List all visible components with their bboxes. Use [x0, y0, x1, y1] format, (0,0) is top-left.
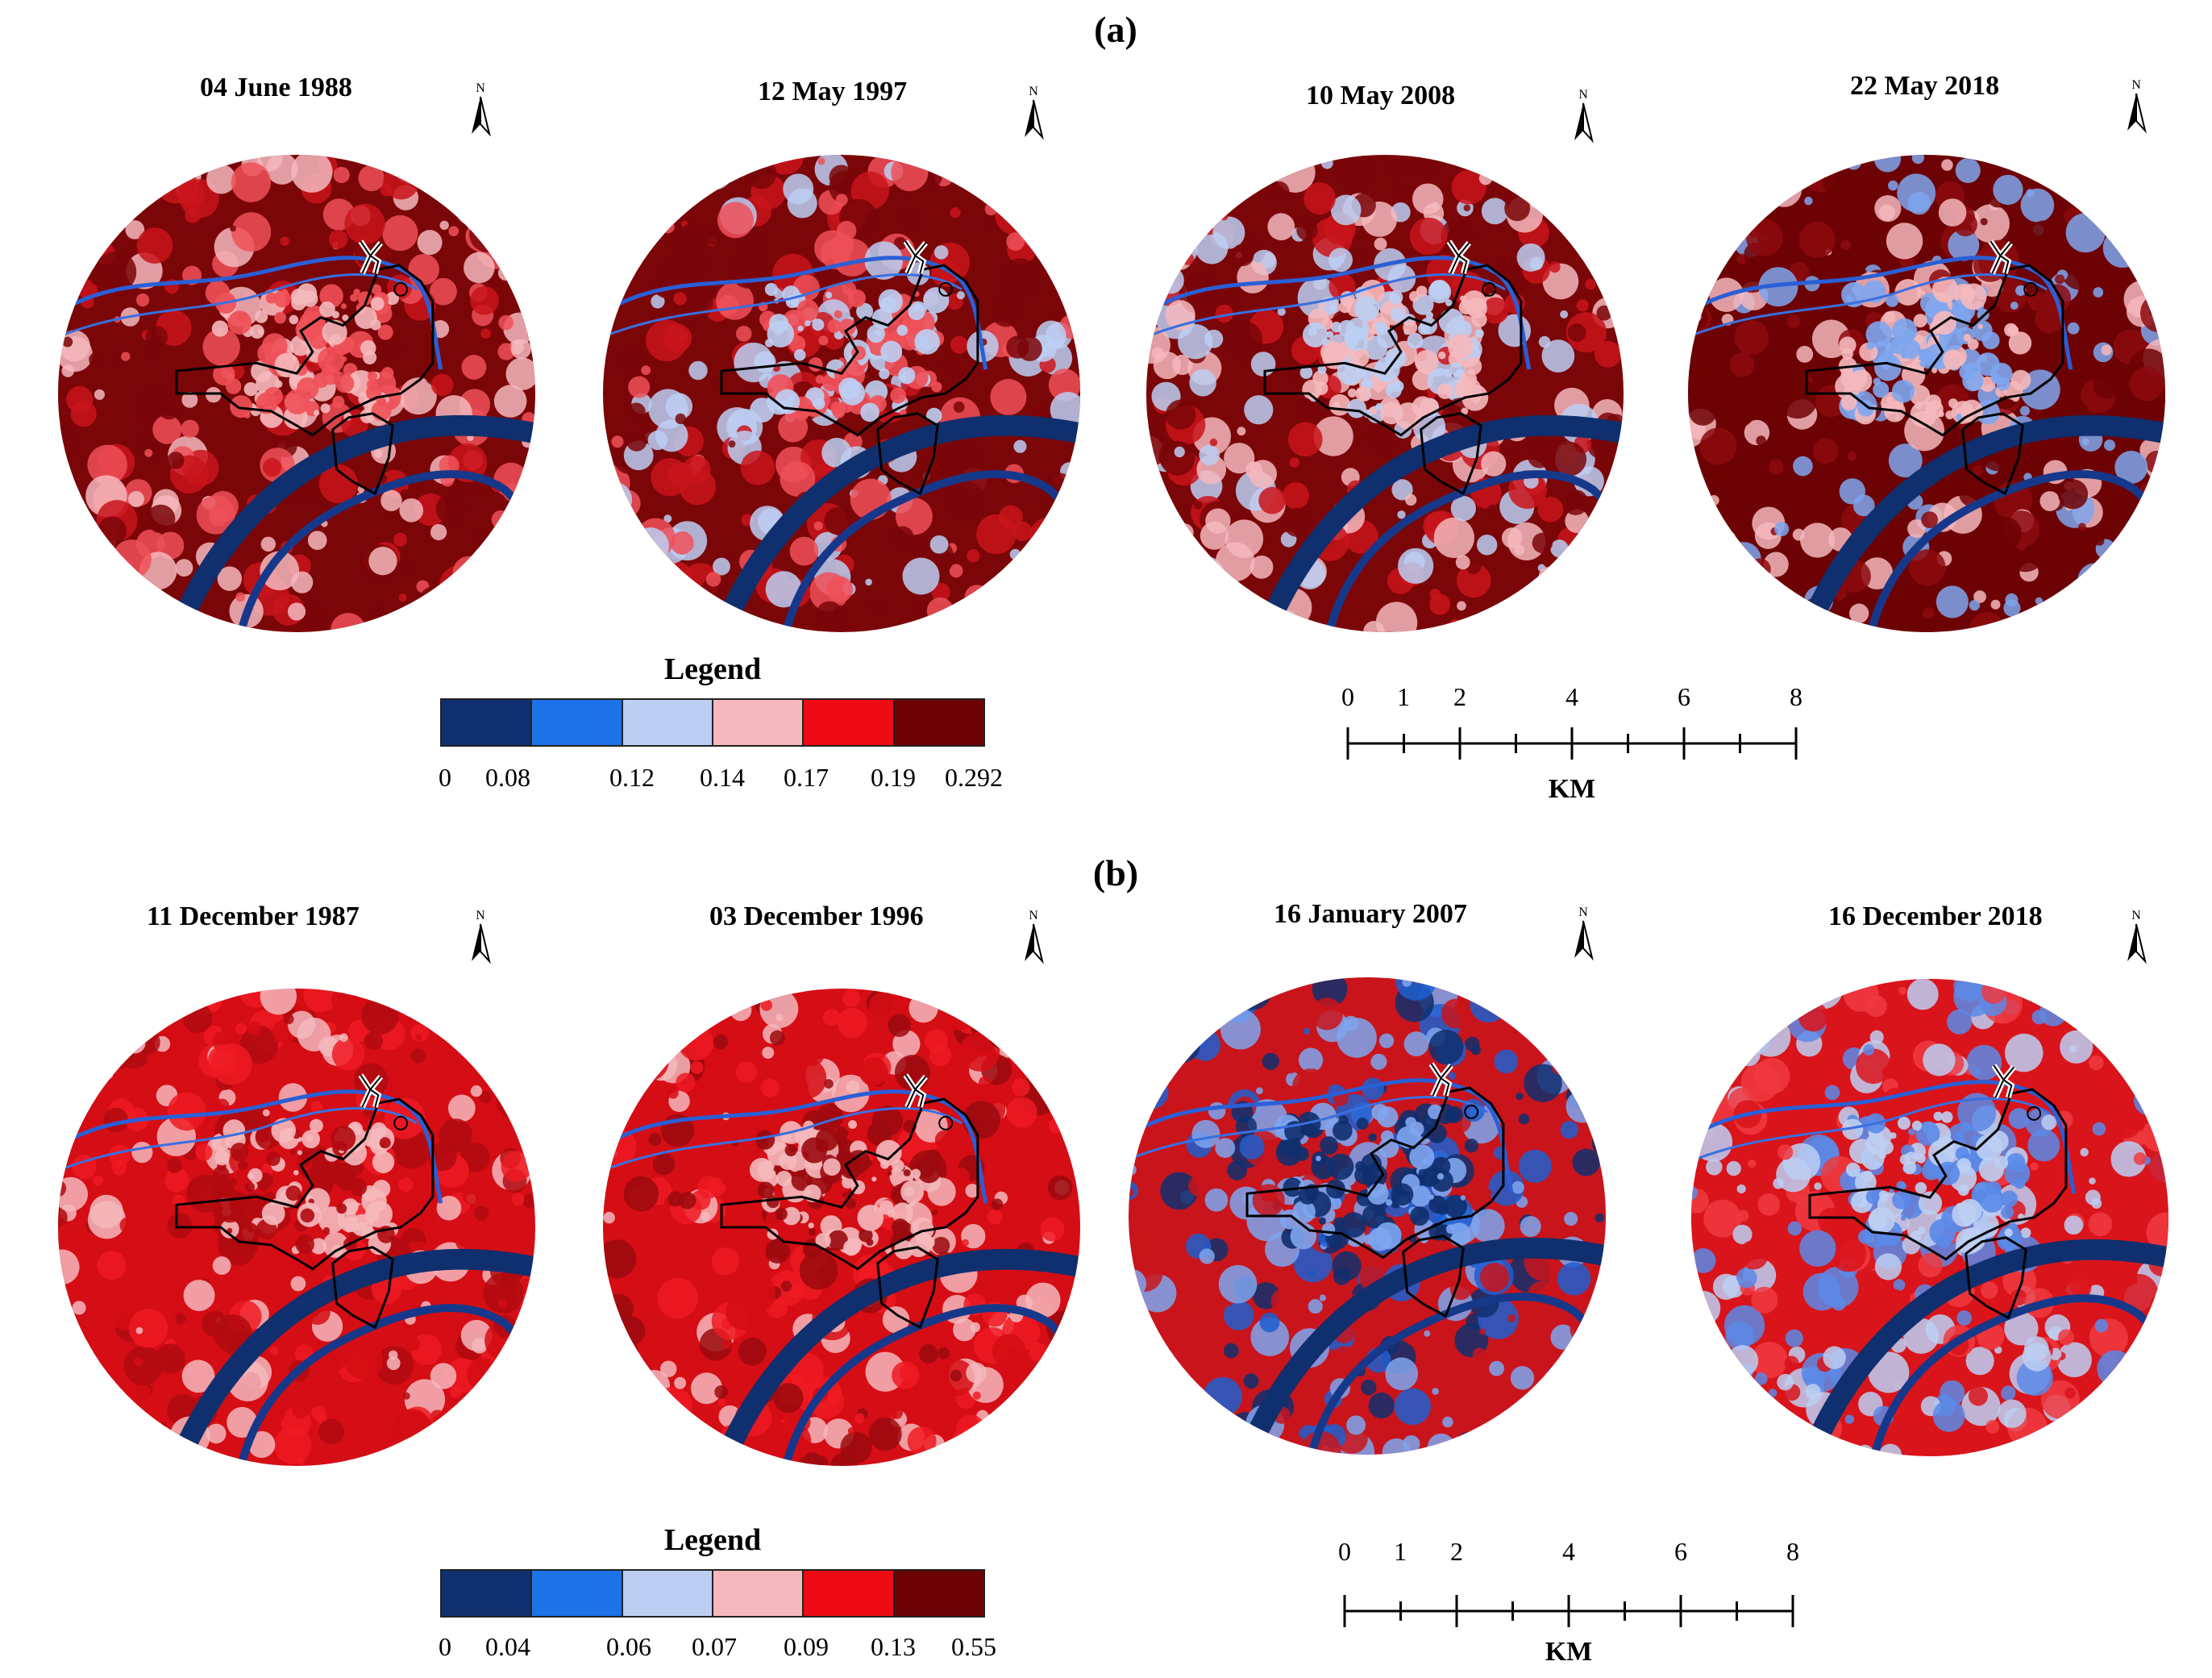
map-title-b2: 03 December 1996 — [709, 901, 924, 931]
legend-tick: 0.12 — [609, 763, 655, 792]
legend-swatch — [713, 700, 805, 745]
legend-tick: 0.04 — [485, 1632, 530, 1661]
scale-label: 8 — [1790, 682, 1802, 711]
map-raster — [57, 988, 536, 1467]
north-arrow-glyph: N — [1025, 85, 1044, 140]
legend-tick: 0.07 — [692, 1632, 737, 1661]
map-title-a2: 12 May 1997 — [758, 77, 908, 106]
ndvi-map-2018-may — [1686, 153, 2167, 634]
legend-swatch — [622, 1571, 713, 1616]
legend-title-b: Legend — [663, 1523, 762, 1557]
north-arrow-icon: N — [1017, 905, 1050, 969]
legend-tick: 0.55 — [951, 1632, 996, 1661]
map-raster — [1687, 154, 2166, 633]
scale-bar-a — [1338, 677, 1822, 806]
scale-label: 4 — [1562, 1537, 1575, 1566]
legend-swatch — [804, 700, 895, 745]
scale-bar-b — [1335, 1545, 1819, 1674]
scale-unit: KM — [1545, 1637, 1593, 1667]
legend-tick: 0.13 — [871, 1632, 916, 1661]
north-label: N — [476, 909, 485, 922]
legend-swatch — [532, 1571, 623, 1616]
north-arrow-icon: N — [464, 77, 497, 142]
scale-label: 6 — [1678, 682, 1690, 711]
north-arrow-icon: N — [464, 905, 497, 969]
map-raster — [1128, 976, 1607, 1455]
north-arrow-icon: N — [2120, 905, 2152, 969]
scale-label: 0 — [1338, 1537, 1351, 1566]
scale-label: 2 — [1453, 682, 1466, 711]
north-arrow-glyph: N — [2127, 78, 2147, 134]
north-arrow-glyph: N — [1574, 88, 1594, 144]
north-label: N — [476, 81, 485, 95]
north-label: N — [1029, 909, 1038, 922]
scale-label: 0 — [1341, 682, 1354, 711]
map-raster — [1146, 154, 1624, 633]
scale-label: 4 — [1565, 682, 1578, 711]
panel-b-label: (b) — [1092, 852, 1139, 893]
map-title-a3: 10 May 2008 — [1306, 81, 1456, 110]
legend-swatch — [894, 700, 983, 745]
ndvi-map-2008 — [1145, 153, 1625, 634]
legend-swatch — [442, 700, 533, 745]
legend-swatch — [713, 1571, 805, 1616]
north-arrow-glyph: N — [1025, 909, 1044, 964]
north-label: N — [1029, 85, 1038, 98]
legend-tick: 0.14 — [700, 763, 745, 792]
legend-title-a: Legend — [663, 652, 762, 686]
map-title-b1: 11 December 1987 — [147, 901, 360, 931]
scale-label: 6 — [1674, 1537, 1687, 1566]
scale-label: 1 — [1394, 1537, 1407, 1566]
map-raster — [57, 154, 536, 633]
legend-tick: 0.06 — [606, 1632, 651, 1661]
map-title-a4: 22 May 2018 — [1850, 71, 2000, 101]
north-arrow-glyph: N — [2127, 909, 2147, 964]
lst-map-2007 — [1127, 976, 1607, 1456]
legend-swatch — [894, 1571, 983, 1616]
scale-label: 1 — [1397, 682, 1410, 711]
lst-map-1996 — [601, 987, 1082, 1468]
legend-bar-b — [440, 1569, 985, 1618]
lst-map-2018-dec — [1690, 977, 2170, 1458]
north-label: N — [2131, 78, 2141, 92]
legend-swatch — [622, 700, 713, 745]
ndvi-map-1988 — [56, 153, 537, 634]
panel-a-label: (a) — [1094, 9, 1137, 50]
legend-swatch — [532, 700, 623, 745]
map-raster — [602, 154, 1081, 633]
north-arrow-icon: N — [1567, 901, 1599, 966]
legend-bar-a — [440, 698, 985, 747]
north-arrow-glyph: N — [1574, 906, 1594, 961]
legend-swatch — [442, 1571, 533, 1616]
map-raster — [1690, 978, 2169, 1457]
legend-swatch — [804, 1571, 895, 1616]
legend-tick: 0 — [439, 763, 451, 792]
map-title-b3: 16 January 2007 — [1274, 899, 1467, 929]
north-arrow-icon: N — [1017, 81, 1050, 145]
scale-label: 8 — [1786, 1537, 1799, 1566]
north-arrow-glyph: N — [472, 909, 491, 964]
ndvi-map-1997 — [601, 153, 1082, 634]
legend-tick: 0.19 — [871, 763, 916, 792]
legend-tick: 0.09 — [784, 1632, 829, 1661]
map-raster — [602, 988, 1081, 1467]
legend-tick: 0.292 — [945, 763, 1003, 792]
north-arrow-glyph: N — [472, 81, 491, 137]
legend-tick: 0.08 — [485, 763, 530, 792]
legend-tick: 0 — [439, 1632, 451, 1661]
north-arrow-icon: N — [2120, 74, 2152, 139]
north-label: N — [1578, 88, 1588, 102]
scale-bar-graphic — [1343, 1595, 1794, 1627]
legend-tick: 0.17 — [784, 763, 829, 792]
north-label: N — [1578, 906, 1588, 919]
lst-map-1987 — [56, 987, 537, 1468]
scale-unit: KM — [1548, 774, 1596, 804]
scale-bar-graphic — [1346, 727, 1798, 760]
map-title-a1: 04 June 1988 — [200, 73, 352, 102]
north-label: N — [2131, 909, 2141, 922]
map-title-b4: 16 December 2018 — [1828, 901, 2043, 931]
scale-label: 2 — [1450, 1537, 1463, 1566]
north-arrow-icon: N — [1567, 84, 1599, 148]
